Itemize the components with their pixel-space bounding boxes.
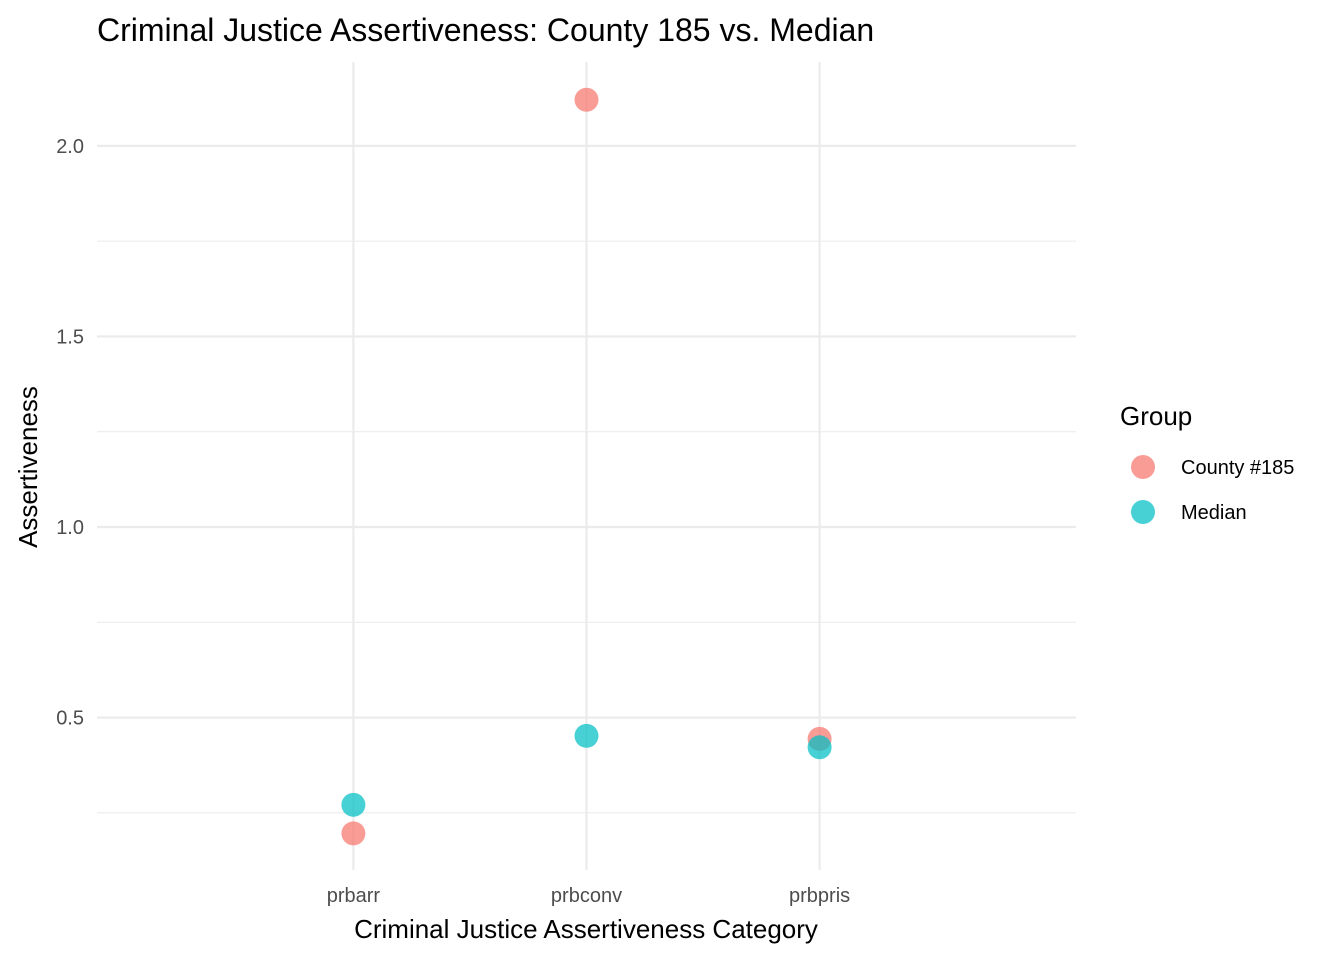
x-axis-title: Criminal Justice Assertiveness Category (354, 914, 818, 944)
y-tick-label: 1.0 (56, 517, 84, 539)
y-axis-ticks: 0.5 1.0 1.5 2.0 (56, 136, 84, 730)
x-axis-ticks: prbarr prbconv prbpris (327, 885, 850, 907)
gridlines (97, 62, 1076, 870)
data-point (341, 821, 366, 846)
data-point (807, 735, 832, 760)
chart-title: Criminal Justice Assertiveness: County 1… (97, 12, 874, 48)
y-axis-title: Assertiveness (13, 386, 43, 548)
data-points (341, 87, 832, 846)
x-tick-label: prbpris (789, 885, 850, 907)
legend-key (1131, 500, 1155, 524)
y-tick-label: 2.0 (56, 136, 84, 158)
x-tick-label: prbconv (551, 885, 622, 907)
x-tick-label: prbarr (327, 885, 381, 907)
legend: Group County #185 Median (1120, 401, 1294, 524)
legend-key (1131, 455, 1155, 479)
y-tick-label: 1.5 (56, 326, 84, 348)
legend-items: County #185 Median (1131, 455, 1294, 524)
legend-label: County #185 (1181, 457, 1294, 479)
legend-title: Group (1120, 401, 1192, 431)
data-point (341, 792, 366, 817)
legend-label: Median (1181, 502, 1247, 524)
data-point (574, 87, 599, 112)
y-tick-label: 0.5 (56, 708, 84, 730)
data-point (574, 723, 599, 748)
